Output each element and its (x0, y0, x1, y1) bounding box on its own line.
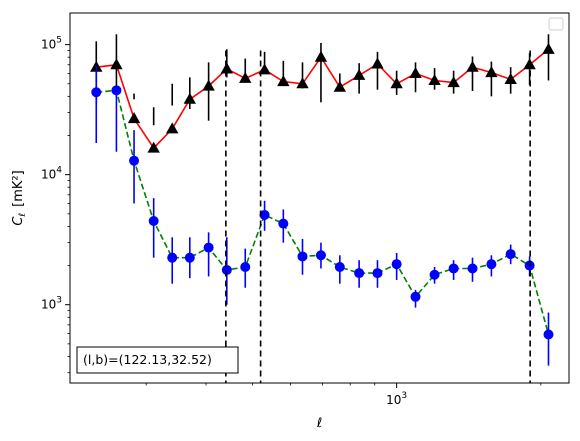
series-1-point (167, 252, 178, 263)
series-0-point (485, 66, 498, 78)
series-1-point (184, 252, 195, 263)
series-1-point (391, 259, 402, 270)
series-1-point (203, 242, 214, 253)
series-1-point (448, 263, 459, 274)
y-tick-label: 104 (41, 166, 62, 182)
series-0-point (352, 68, 366, 80)
series-1-point (543, 329, 554, 340)
series-0-point (447, 76, 460, 88)
series-1-point (111, 85, 122, 96)
series-0-point (277, 75, 290, 87)
series-0-point (371, 57, 384, 69)
series-0-point (110, 58, 123, 70)
series-0-point (202, 79, 215, 91)
y-axis-label-main: C (11, 216, 26, 226)
series-layer (90, 34, 555, 366)
y-axis-label-sub: ℓ (18, 213, 28, 218)
legend (548, 17, 564, 31)
series-0-point (166, 122, 179, 134)
series-0-point (147, 141, 160, 153)
series-0-point (428, 73, 441, 86)
annotation-box (76, 346, 239, 374)
series-0-point (466, 60, 479, 72)
series-0-point (542, 42, 555, 54)
series-1-point (372, 268, 383, 279)
series-1-point (148, 216, 159, 227)
legend-box (548, 17, 564, 31)
series-1-point (129, 155, 140, 166)
series-1-point (297, 251, 308, 262)
series-1-point (486, 259, 497, 270)
axis-ticks: 103 104 105 103 (41, 36, 542, 407)
vertical-lines (225, 50, 531, 383)
series-1-point (91, 87, 102, 98)
y-tick-label: 103 (41, 296, 62, 312)
series-1-point (505, 249, 516, 260)
series-1-point (334, 261, 345, 272)
x-tick-label: 103 (386, 391, 407, 407)
series-0-point (504, 72, 517, 84)
series-0-point (314, 50, 328, 62)
series-0-point (409, 66, 422, 79)
series-1-point (240, 261, 251, 272)
series-1-point (429, 269, 440, 280)
plot-frame (69, 12, 570, 384)
series-1-line (96, 89, 550, 335)
series-0-point (90, 60, 103, 72)
series-0-line (96, 48, 550, 150)
series-1-point (315, 250, 326, 261)
series-1-point (410, 291, 421, 302)
series-0-point (296, 77, 309, 89)
series-1-point (467, 263, 478, 274)
annotation-text: (l,b)=(122.13,32.52) (83, 352, 212, 367)
y-axis-label: Cℓ [mK²] (11, 170, 28, 225)
x-axis-label: ℓ (316, 416, 322, 431)
series-0-point (390, 77, 403, 89)
series-0-point (239, 71, 252, 83)
series-0-point (258, 63, 271, 75)
series-1-point (259, 209, 270, 220)
series-0-point (127, 112, 141, 124)
series-1-point (221, 264, 232, 275)
series-0-point (333, 80, 347, 92)
y-axis-label-unit: [mK²] (11, 170, 26, 207)
series-1-point (278, 218, 289, 229)
y-tick-label: 105 (41, 36, 62, 52)
series-0-point (183, 92, 196, 104)
series-1-point (354, 268, 365, 279)
coordinate-annotation: (l,b)=(122.13,32.52) (76, 346, 239, 374)
series-0-point (220, 62, 233, 74)
